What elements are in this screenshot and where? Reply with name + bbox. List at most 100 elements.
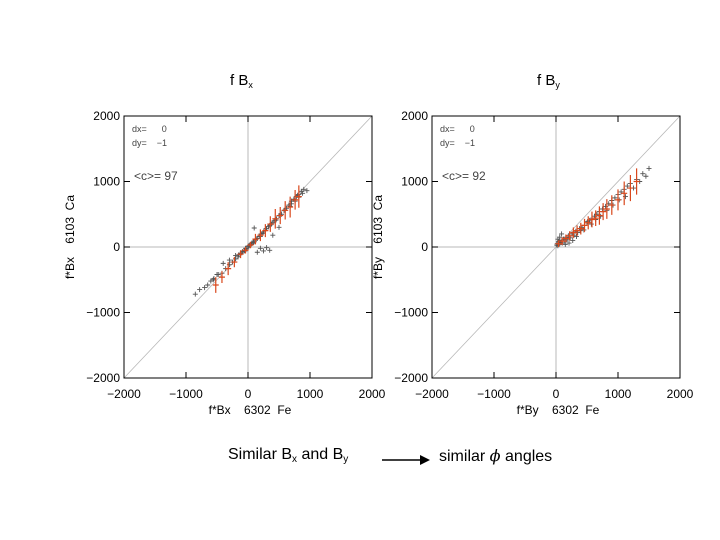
red-data-point [277,207,284,225]
black-data-point [254,249,260,255]
black-data-point [612,195,618,201]
annotation-dy: dy= −1 [132,138,167,148]
right-panel-heading: f By [537,72,560,90]
caption-right: similar ϕ angles [439,446,552,466]
right-heading-subscript: y [555,80,560,90]
y-tick-label: 2000 [93,109,120,123]
red-data-point [559,237,566,246]
red-data-point [262,224,269,238]
red-data-point [252,233,259,245]
y-tick-label: 1000 [93,175,120,189]
x-tick-label: 0 [553,387,560,401]
red-data-point [257,229,264,242]
reference-line-identity [431,115,681,379]
red-data-point [218,271,225,284]
black-data-point [618,189,624,195]
red-data-point [562,234,569,243]
red-data-point [588,211,595,228]
y-tick-label: 2000 [401,109,428,123]
black-data-point [562,241,568,247]
black-data-point [276,224,282,230]
black-data-point [640,171,646,177]
black-data-point [205,282,211,288]
caption-right-part1: similar [439,448,490,465]
red-data-point [581,218,588,232]
black-data-point [261,248,266,254]
x-tick-label: 0 [245,387,252,401]
red-data-point [287,196,294,218]
x-tick-label: 1000 [605,387,632,401]
black-data-point [208,278,214,284]
red-data-point [555,240,562,247]
red-data-point [574,225,581,236]
black-data-point [573,234,579,240]
black-data-point [301,186,307,192]
caption-left-sub2: y [343,454,349,465]
red-data-point [212,277,219,293]
caption-left-part2: and B [297,446,344,463]
red-data-point [615,189,621,211]
caption-left-part1: Similar B [228,446,293,463]
y-tick-label: 0 [421,240,428,254]
red-data-point [585,216,592,230]
annotation-dy: dy= −1 [440,138,475,148]
red-data-point [577,222,584,235]
black-data-point [304,188,310,194]
plot-panel-2: −2000 −1000 0 1000 2000 −2000 −1000 0 1000 2000 f*… [371,109,694,417]
black-data-point [570,237,576,243]
red-data-point [295,185,302,208]
red-data-point [603,199,610,219]
x-tick-label: 2000 [667,387,694,401]
right-heading-text: f B [537,72,556,89]
red-data-point [627,174,634,202]
y-axis-label: f*By 6103 Ca [371,195,385,279]
red-data-point [242,247,249,254]
black-data-point [242,248,248,254]
red-data-point [600,203,607,221]
red-data-point [633,168,640,195]
red-data-point [592,210,599,227]
y-tick-label: −1000 [86,306,120,320]
plot-panel-1: −2000 −1000 0 1000 2000 −2000 −1000 0 1000 2000 f*… [63,109,386,417]
red-data-point [237,250,244,259]
black-data-point [251,225,257,231]
black-data-point [214,272,220,278]
y-tick-label: −2000 [394,371,428,385]
annotation-dx: dx= 0 [132,124,167,134]
red-data-point [566,231,573,241]
black-data-point [226,257,232,263]
red-data-point [570,227,577,238]
x-tick-label: −1000 [169,387,203,401]
x-tick-label: −1000 [477,387,511,401]
black-data-point [192,291,198,297]
red-data-point [596,206,603,225]
x-tick-label: −2000 [415,387,449,401]
black-data-point [581,227,587,233]
black-data-point [197,287,203,293]
black-data-point [559,231,565,237]
x-axis-label: f*By 6302 Fe [517,403,600,417]
left-heading-subscript: x [248,80,253,90]
phi-symbol: ϕ [489,446,501,465]
red-data-point [608,195,615,215]
black-data-point [300,190,306,196]
x-tick-label: 1000 [297,387,324,401]
caption-left-sub1: x [292,454,298,465]
red-data-point [292,190,299,210]
red-data-point [282,201,289,220]
arrow-right-icon [382,455,430,465]
black-data-point [624,183,630,189]
black-data-point [588,221,594,227]
black-data-point [643,173,649,179]
red-data-point [272,209,279,229]
y-tick-label: 1000 [401,175,428,189]
black-data-point [267,247,273,253]
black-data-point [264,245,270,251]
black-data-point [566,240,572,246]
red-data-point [225,262,232,276]
red-data-point [231,256,238,268]
x-tick-label: −2000 [107,387,141,401]
left-heading-text: f B [230,72,249,89]
black-data-point [270,232,276,238]
